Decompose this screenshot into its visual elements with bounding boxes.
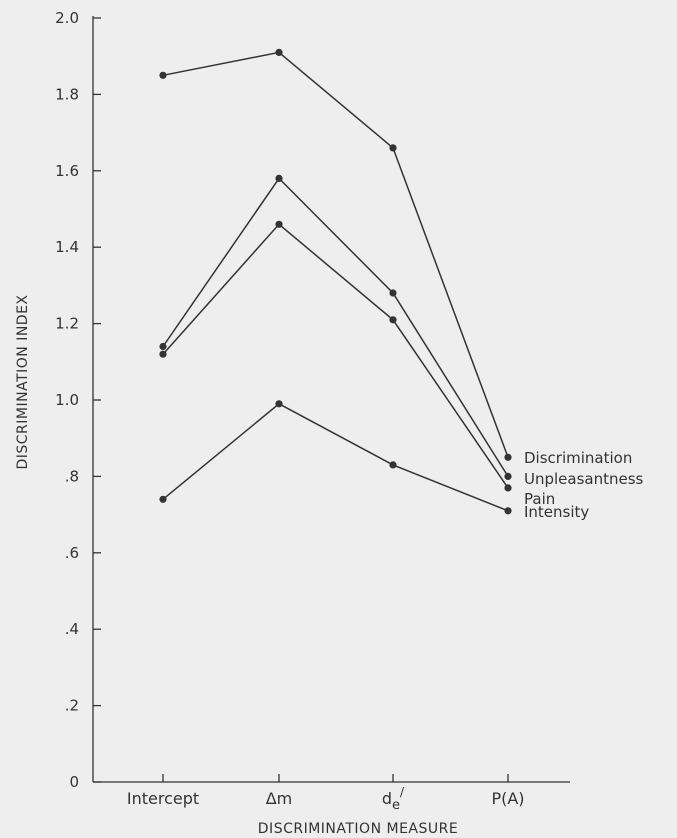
legend-label-unpleasantness: Unpleasantness	[524, 470, 644, 488]
data-point-pain	[504, 484, 512, 492]
series-line-discrimination	[162, 51, 509, 458]
y-tick-label: 0	[69, 773, 79, 791]
legend-label-pain: Pain	[524, 490, 555, 508]
series-line-unpleasantness	[162, 177, 509, 477]
y-ticks: 0 .2 .4 .6 .8 1.0 1.2 1.4 1.6 1.8 2.0	[55, 9, 101, 791]
data-point-discrimination	[275, 48, 283, 57]
data-point-pain	[389, 316, 397, 324]
data-point-intensity	[504, 507, 512, 515]
legend: Discrimination Unpleasantness PainIntensit…	[524, 449, 644, 521]
y-tick-label: 1.8	[55, 85, 79, 103]
series-line-pain	[162, 223, 509, 489]
data-point-intensity	[275, 400, 283, 408]
legend-label-discrimination: Discrimination	[524, 449, 632, 467]
data-point-unpleasantness	[159, 342, 167, 351]
x-tick-label: Δm	[266, 789, 293, 808]
y-tick-label: 1.0	[55, 391, 79, 409]
legend-label-intensity: Intensity	[524, 503, 589, 521]
y-tick-label: .4	[65, 620, 79, 638]
data-point-intensity	[389, 461, 397, 469]
series-line-intensity	[162, 402, 509, 512]
y-tick-label: .2	[65, 697, 79, 715]
data-point-pain	[275, 220, 283, 228]
y-tick-label: .6	[65, 544, 79, 562]
data-point-pain	[159, 350, 167, 358]
data-point-discrimination	[504, 453, 512, 461]
x-axis-title: DISCRIMINATION MEASURE	[258, 821, 458, 837]
y-tick-label: 1.2	[55, 315, 79, 333]
y-tick-label: .8	[65, 467, 79, 485]
data-point-discrimination	[159, 71, 167, 79]
data-point-discrimination	[389, 144, 397, 152]
data-point-unpleasantness	[275, 174, 283, 182]
y-tick-label: 1.4	[55, 238, 79, 256]
y-tick-label: 1.6	[55, 162, 79, 180]
data-point-intensity	[159, 495, 167, 503]
axes	[92, 16, 570, 783]
x-ticks: Intercept Δm de/P(A)	[127, 774, 525, 813]
y-tick-label: 2.0	[55, 9, 79, 27]
x-tick-label: Intercept	[127, 789, 199, 808]
data-point-unpleasantness	[504, 472, 512, 480]
series-group	[159, 48, 512, 515]
y-axis-title: DISCRIMINATION INDEX	[15, 294, 31, 469]
x-tick-label: P(A)	[491, 789, 524, 808]
x-tick-label: de/	[382, 785, 405, 813]
data-point-unpleasantness	[389, 289, 397, 297]
